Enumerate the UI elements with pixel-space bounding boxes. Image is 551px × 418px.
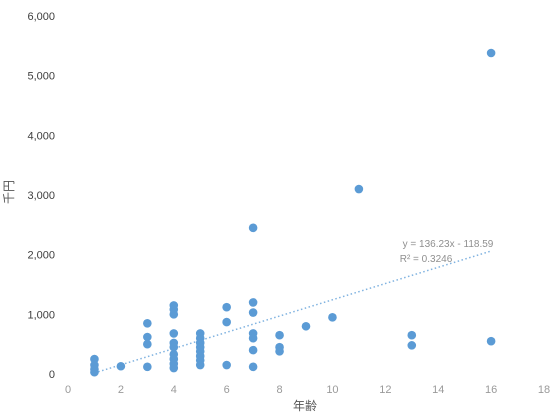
x-axis-ticks: 0 2 4 6 8 10 12 14 16 18 <box>65 384 550 396</box>
trendline-equation: y = 136.23x - 118.59 <box>403 239 494 250</box>
data-point <box>169 342 179 352</box>
data-point <box>143 339 152 349</box>
data-point <box>275 347 284 356</box>
x-tick-label: 10 <box>326 384 338 396</box>
data-point <box>169 363 179 373</box>
x-tick-label: 4 <box>171 384 177 396</box>
y-axis-ticks: 0 1,000 2,000 3,000 4,000 5,000 6,000 <box>27 11 55 381</box>
data-point <box>169 310 179 319</box>
data-point <box>486 48 496 58</box>
y-tick-label: 6,000 <box>27 11 55 23</box>
data-point <box>90 367 99 377</box>
data-point <box>143 318 152 328</box>
trendline-r-squared: R² = 0.3246 <box>400 254 453 265</box>
y-tick-label: 4,000 <box>27 130 55 142</box>
y-tick-label: 0 <box>49 369 55 381</box>
x-tick-label: 18 <box>538 384 550 396</box>
x-tick-label: 16 <box>485 384 497 396</box>
x-tick-label: 2 <box>118 384 124 396</box>
data-point <box>90 354 99 364</box>
data-point <box>248 362 258 372</box>
data-point <box>195 360 205 370</box>
data-point <box>143 332 152 342</box>
data-point <box>248 345 258 355</box>
data-point <box>248 298 258 307</box>
y-tick-label: 5,000 <box>27 71 55 83</box>
data-point <box>407 330 417 340</box>
x-tick-label: 6 <box>224 384 230 396</box>
data-point <box>143 362 152 372</box>
trendline <box>94 250 492 374</box>
data-point <box>116 361 126 371</box>
x-tick-label: 8 <box>276 384 282 396</box>
data-point <box>222 360 231 370</box>
data-point <box>407 341 417 350</box>
data-point <box>222 317 231 327</box>
x-axis-label: 年齢 <box>293 398 317 413</box>
x-tick-label: 0 <box>65 384 71 396</box>
data-point <box>248 333 258 343</box>
data-point <box>222 302 231 312</box>
x-tick-label: 12 <box>379 384 391 396</box>
data-point <box>486 336 496 346</box>
data-points <box>90 48 496 377</box>
data-point <box>248 223 258 233</box>
y-axis-label: 千円 <box>2 180 16 204</box>
data-point <box>301 321 311 331</box>
y-tick-label: 3,000 <box>27 190 55 202</box>
data-point <box>328 313 337 322</box>
y-tick-label: 2,000 <box>27 250 55 262</box>
data-point <box>248 308 258 317</box>
data-point <box>169 329 179 338</box>
data-point <box>354 184 364 194</box>
y-tick-label: 1,000 <box>27 309 55 321</box>
x-tick-label: 14 <box>432 384 444 396</box>
data-point <box>275 330 284 340</box>
